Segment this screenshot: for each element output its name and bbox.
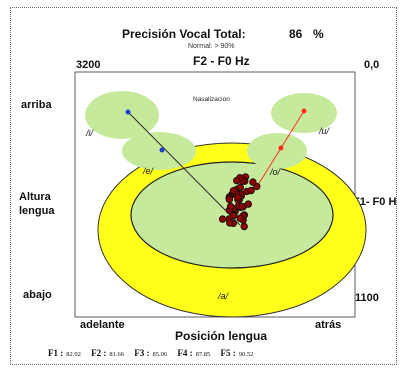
measured-point: [245, 201, 252, 208]
measured-point: [234, 194, 241, 201]
measured-point: [250, 179, 257, 186]
formant-f1-value: 82.92: [66, 351, 81, 358]
measured-point: [230, 187, 237, 194]
formant-f2-label: F2 :: [91, 348, 106, 358]
vowel-a-label: /a/: [217, 291, 230, 301]
measured-point: [239, 204, 246, 211]
measured-point: [237, 215, 244, 222]
formant-f4-value: 87.85: [196, 351, 211, 358]
formant-f3-label: F3 :: [134, 348, 149, 358]
formant-f5-label: F5 :: [221, 348, 236, 358]
measured-point: [233, 177, 240, 184]
measured-point: [226, 220, 233, 227]
measured-point: [219, 216, 226, 223]
measured-point: [248, 187, 255, 194]
nasalization-label: Nasalizacion: [193, 96, 230, 103]
measured-point: [241, 223, 248, 230]
measured-point: [226, 196, 233, 203]
target-point-i: [126, 110, 131, 115]
formant-f2-value: 81.66: [109, 351, 124, 358]
formant-f4-label: F4 :: [177, 348, 192, 358]
target-point-u: [302, 109, 307, 114]
vowel-o-region: [247, 133, 307, 169]
formant-f1-label: F1 :: [48, 348, 63, 358]
target-point-o: [279, 146, 284, 151]
formant-f5-value: 90.52: [239, 351, 254, 358]
formant-f3-value: 85.06: [153, 351, 168, 358]
vowel-o-label: /o/: [269, 167, 282, 177]
vowel-e-region: [122, 132, 196, 170]
vowel-e-label: /e/: [142, 166, 155, 176]
measured-point: [227, 203, 234, 210]
measured-point: [237, 184, 244, 191]
target-point-e: [160, 148, 165, 153]
formant-readout: F1 :82.92 F2 :81.66 F3 :85.06 F4 :87.85 …: [48, 348, 261, 358]
vowel-u-label: /u/: [318, 126, 331, 136]
